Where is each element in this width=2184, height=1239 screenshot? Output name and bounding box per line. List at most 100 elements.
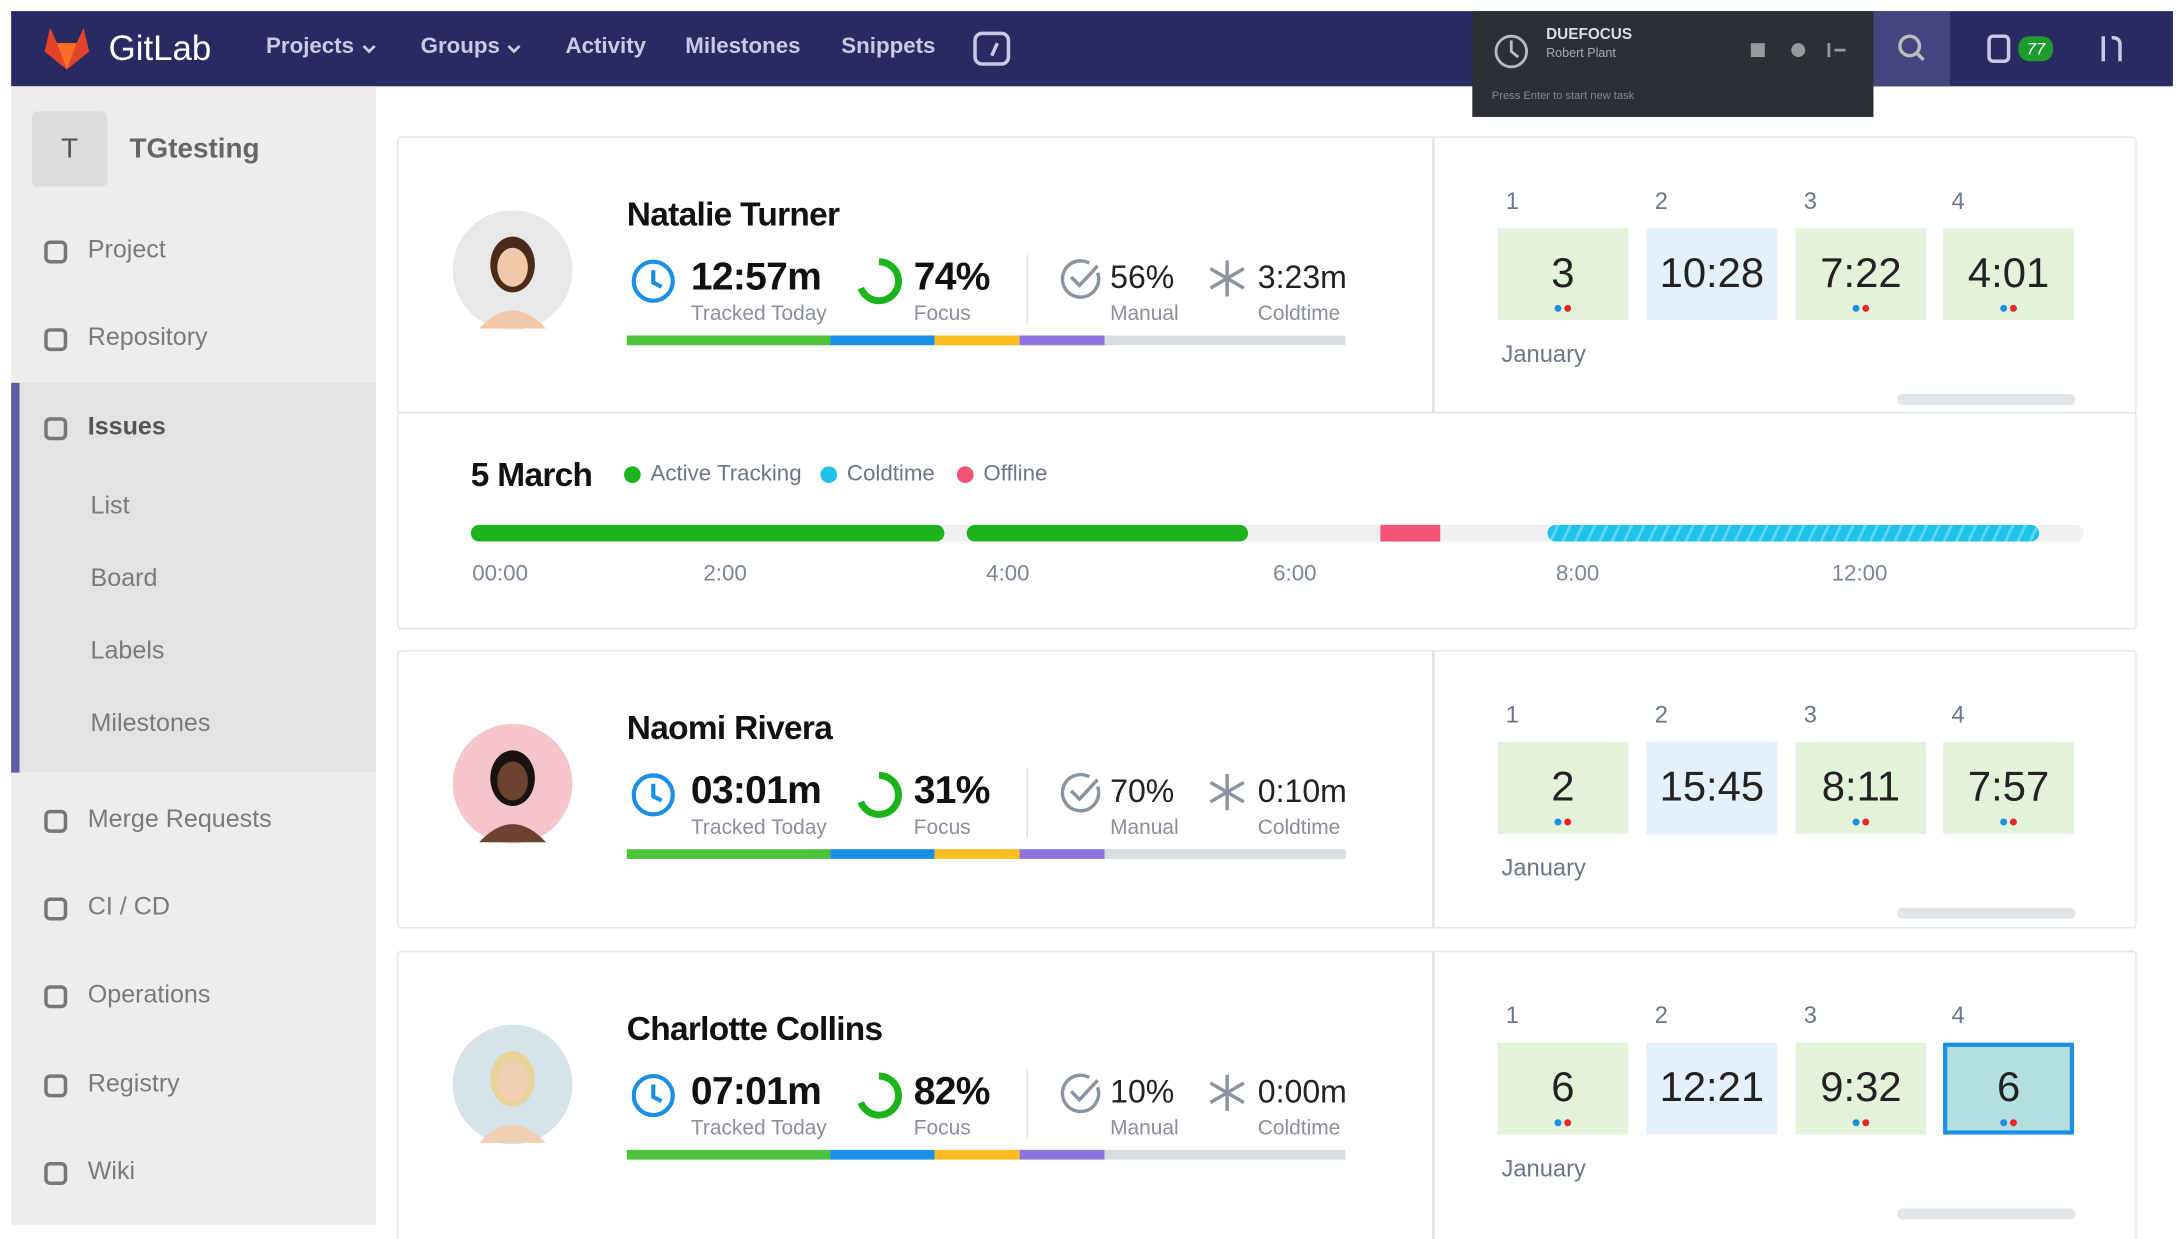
badge[interactable]: 77 xyxy=(2018,36,2054,62)
tracked-label: Tracked Today xyxy=(690,1116,827,1141)
caret xyxy=(507,44,521,54)
brand[interactable]: GitLab xyxy=(108,29,212,69)
manual-value: 70% xyxy=(1110,772,1175,809)
day-cell[interactable]: 10:28 xyxy=(1646,228,1778,321)
progress-segment xyxy=(626,849,831,859)
manual-label: Manual xyxy=(1110,302,1179,326)
sidebar-item[interactable]: Operations xyxy=(87,980,211,1008)
caret xyxy=(362,44,376,54)
day-cell[interactable]: 12:21 xyxy=(1646,1042,1778,1135)
sidebar-item[interactable]: Project xyxy=(87,235,166,264)
nav-icon xyxy=(44,809,68,833)
dot xyxy=(1554,1119,1562,1127)
user-card: Naomi Rivera 03:01m Tracked Today 31% Focus 7… xyxy=(396,650,2137,929)
day-cell[interactable]: 6 xyxy=(1497,1042,1629,1135)
timer-hint: Press Enter to start new task xyxy=(1491,89,1635,102)
user-name: Naomi Rivera xyxy=(626,709,833,748)
check-icon xyxy=(1060,1073,1101,1114)
nav-item[interactable]: Groups xyxy=(420,34,500,59)
scrollbar xyxy=(1897,907,2076,919)
dot xyxy=(1852,304,1860,312)
divider xyxy=(1026,1069,1028,1139)
nav-item[interactable]: Milestones xyxy=(685,34,801,59)
activity-bar xyxy=(966,524,1249,542)
project-name[interactable]: TGtesting xyxy=(129,133,260,165)
issues-icon[interactable] xyxy=(1986,33,2014,64)
sidebar-subitem[interactable]: Milestones xyxy=(90,708,211,737)
icon[interactable] xyxy=(972,31,1011,67)
user-name: Charlotte Collins xyxy=(626,1010,883,1049)
nav-icon xyxy=(44,985,68,1009)
sidebar-item[interactable]: CI / CD xyxy=(87,892,170,921)
coldtime-value: 3:23m xyxy=(1257,258,1347,296)
focus-ring xyxy=(857,1072,902,1119)
legend-label[interactable]: Active Tracking xyxy=(650,462,802,486)
day-number: 1 xyxy=(1505,701,1519,729)
timer-icon[interactable] xyxy=(1492,32,1531,71)
sidebar-subitem[interactable]: List xyxy=(90,491,130,520)
focus-label: Focus xyxy=(913,302,971,326)
search[interactable] xyxy=(1873,11,1951,87)
divider xyxy=(1026,768,1028,839)
nav-icon xyxy=(44,1162,68,1186)
day-cell[interactable]: 2 xyxy=(1497,741,1629,834)
day-cell[interactable]: 9:32 xyxy=(1795,1042,1927,1135)
snow-icon xyxy=(1209,774,1245,811)
tracked-label: Tracked Today xyxy=(690,302,827,326)
tracked-value: 07:01m xyxy=(690,1069,822,1113)
day-cell[interactable]: 15:45 xyxy=(1646,741,1778,834)
sidebar-subitem[interactable]: Board xyxy=(90,563,158,592)
sidebar-item[interactable]: Registry xyxy=(87,1069,180,1097)
day-number: 4 xyxy=(1951,187,1965,215)
day-cell[interactable]: 3 xyxy=(1497,228,1629,321)
scrollbar xyxy=(1897,1208,2076,1220)
nav-item[interactable]: Projects xyxy=(266,34,354,59)
user-card: Natalie Turner 12:57m Tracked Today 74% Focu… xyxy=(396,136,2137,415)
time-tick: 12:00 xyxy=(1831,562,1888,587)
coldtime-label: Coldtime xyxy=(1257,815,1341,840)
day-number: 2 xyxy=(1654,187,1668,215)
timer-app: DUEFOCUS xyxy=(1546,26,1633,44)
sidebar-item[interactable]: Issues xyxy=(87,412,166,440)
day-cell[interactable]: 8:11 xyxy=(1795,741,1927,834)
timer-controls[interactable] xyxy=(1748,39,1859,61)
day-cell[interactable]: 4:01 xyxy=(1943,228,2075,321)
progress-segment xyxy=(1104,849,1346,859)
focus-ring xyxy=(857,258,902,305)
day-cell[interactable]: 7:57 xyxy=(1943,741,2075,834)
sidebar-item[interactable]: Repository xyxy=(87,322,208,351)
day-number: 2 xyxy=(1654,701,1668,729)
sidebar-subitem[interactable]: Labels xyxy=(90,636,165,665)
active-section xyxy=(11,382,377,773)
legend-label[interactable]: Offline xyxy=(983,462,1048,486)
dot xyxy=(1862,1119,1870,1127)
day-number: 3 xyxy=(1803,701,1817,729)
snow-icon xyxy=(1209,260,1245,297)
progress-segment xyxy=(830,849,935,859)
progress-segment xyxy=(830,335,935,346)
timeline-date: 5 March xyxy=(470,456,593,495)
card-divider xyxy=(1431,137,1434,414)
mr-icon[interactable] xyxy=(2096,32,2127,65)
progress-segment xyxy=(1019,849,1105,859)
day-cell[interactable]: 7:22 xyxy=(1795,228,1927,321)
nav-item[interactable]: Snippets xyxy=(841,34,936,59)
focus-label: Focus xyxy=(913,815,971,840)
time-tick: 6:00 xyxy=(1273,562,1317,587)
nav-item[interactable]: Activity xyxy=(565,34,647,59)
legend-label[interactable]: Coldtime xyxy=(846,462,935,486)
tracked-label: Tracked Today xyxy=(690,815,827,840)
clock-icon xyxy=(631,259,675,303)
day-cell[interactable]: 6 xyxy=(1943,1042,2075,1135)
sidebar-item[interactable]: Wiki xyxy=(87,1156,136,1185)
timeline-card: 5 March Active Tracking Coldtime Offline 00:… xyxy=(396,412,2137,630)
day-number: 4 xyxy=(1951,701,1965,729)
sidebar-item[interactable]: Merge Requests xyxy=(87,804,272,833)
check-icon xyxy=(1060,259,1101,299)
clock-icon xyxy=(631,1074,675,1118)
day-number: 3 xyxy=(1803,1002,1817,1029)
divider xyxy=(1026,254,1028,325)
card-divider xyxy=(1431,952,1434,1239)
nav-icon xyxy=(44,417,68,441)
clock-icon xyxy=(631,773,675,817)
